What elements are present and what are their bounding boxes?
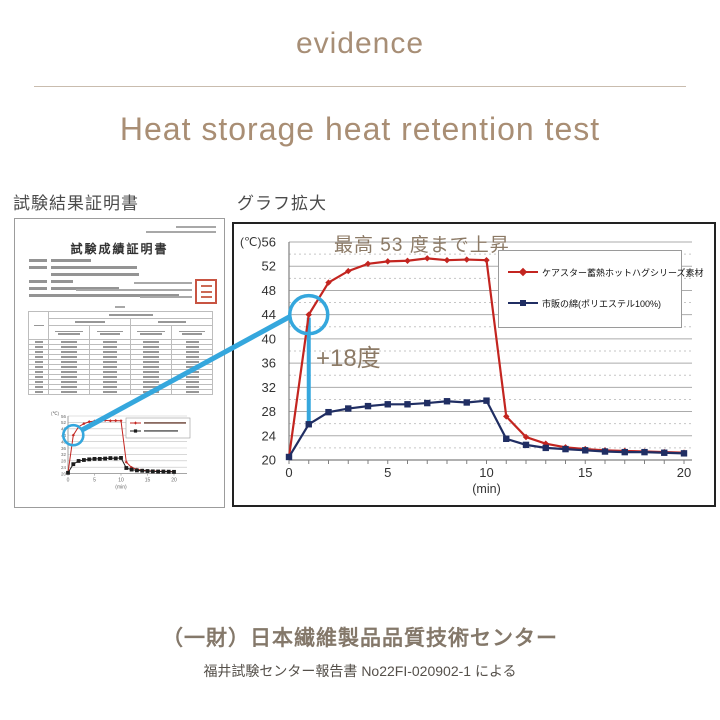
fine-print-line xyxy=(29,266,137,269)
eyebrow-title: evidence xyxy=(295,27,425,60)
fine-print-line xyxy=(146,231,216,233)
svg-text:44: 44 xyxy=(262,307,276,322)
svg-text:5: 5 xyxy=(93,478,96,484)
footer-report-number: 福井試験センター報告書 No22FI-020902-1 による xyxy=(203,663,517,679)
svg-text:(℃): (℃) xyxy=(240,235,261,249)
fine-print-line xyxy=(51,273,139,276)
svg-text:20: 20 xyxy=(677,465,691,480)
svg-text:32: 32 xyxy=(61,452,67,457)
fine-print-line xyxy=(29,287,119,290)
svg-text:15: 15 xyxy=(578,465,592,480)
fine-print-line xyxy=(134,282,192,284)
footer-organization: （一財）日本繊維製品品質技術センター xyxy=(162,627,558,650)
fine-print-line xyxy=(176,226,216,228)
page-title: Heat storage heat retention test xyxy=(119,111,601,147)
legend-item-carestar: ケアスター蓄熱ホットハグシリーズ素材 xyxy=(508,265,704,279)
legend-label: ケアスター蓄熱ホットハグシリーズ素材 xyxy=(542,267,704,278)
legend-label: 市販の綿(ポリエステル100%) xyxy=(542,298,662,309)
temperature-difference-annotation: +18度 xyxy=(316,345,381,372)
svg-text:0: 0 xyxy=(285,465,292,480)
graph-label: グラフ拡大 xyxy=(237,194,327,213)
max-temperature-annotation: 最高 53 度まで上昇 xyxy=(334,235,510,256)
header-divider xyxy=(34,86,686,87)
svg-text:(min): (min) xyxy=(115,485,127,491)
svg-text:0: 0 xyxy=(67,478,70,484)
chart-legend: ケアスター蓄熱ホットハグシリーズ素材 市販の綿(ポリエステル100%) xyxy=(498,250,704,328)
svg-text:52: 52 xyxy=(61,420,67,425)
svg-text:48: 48 xyxy=(262,283,276,298)
fine-print-line xyxy=(29,259,91,262)
svg-text:32: 32 xyxy=(262,380,276,395)
svg-text:24: 24 xyxy=(61,465,67,470)
svg-text:36: 36 xyxy=(262,356,276,371)
navy-square-marker xyxy=(508,298,538,308)
svg-text:40: 40 xyxy=(61,439,67,444)
svg-text:(min): (min) xyxy=(472,482,500,496)
svg-text:28: 28 xyxy=(262,404,276,419)
svg-text:20: 20 xyxy=(171,478,177,484)
fine-print-line xyxy=(140,296,192,298)
legend-item-cotton: 市販の綿(ポリエステル100%) xyxy=(508,296,661,310)
fine-print-line xyxy=(29,294,179,297)
svg-text:5: 5 xyxy=(384,465,391,480)
red-diamond-marker xyxy=(508,267,538,277)
svg-text:(℃): (℃) xyxy=(51,411,60,416)
red-seal-stamp xyxy=(195,279,217,304)
svg-text:24: 24 xyxy=(262,428,276,443)
svg-text:36: 36 xyxy=(61,446,67,451)
fine-print-line xyxy=(76,289,192,291)
svg-text:28: 28 xyxy=(61,459,67,464)
svg-text:10: 10 xyxy=(118,478,124,484)
certificate-title: 試験成績証明書 xyxy=(70,242,169,256)
svg-text:56: 56 xyxy=(262,235,276,250)
svg-text:20: 20 xyxy=(262,453,276,468)
svg-text:56: 56 xyxy=(61,414,67,419)
svg-text:48: 48 xyxy=(61,427,67,432)
svg-text:10: 10 xyxy=(479,465,493,480)
svg-text:15: 15 xyxy=(145,478,151,484)
svg-text:20: 20 xyxy=(61,471,67,476)
certificate-label: 試験結果証明書 xyxy=(13,194,139,213)
fine-print-line xyxy=(29,280,73,283)
svg-text:40: 40 xyxy=(262,331,276,346)
svg-text:52: 52 xyxy=(262,259,276,274)
graph-panel: 0 5 10 15 20 56 52 48 44 40 36 32 28 24 20 (℃) (min) 最高 … xyxy=(232,222,716,507)
certificate-results-table xyxy=(28,311,213,395)
certificate-panel: 試験成績証明書 0 5 10 15 20 56 52 48 44 40 36 32 28 24 20 (℃)(… xyxy=(14,218,225,508)
fine-print-line xyxy=(115,306,125,308)
